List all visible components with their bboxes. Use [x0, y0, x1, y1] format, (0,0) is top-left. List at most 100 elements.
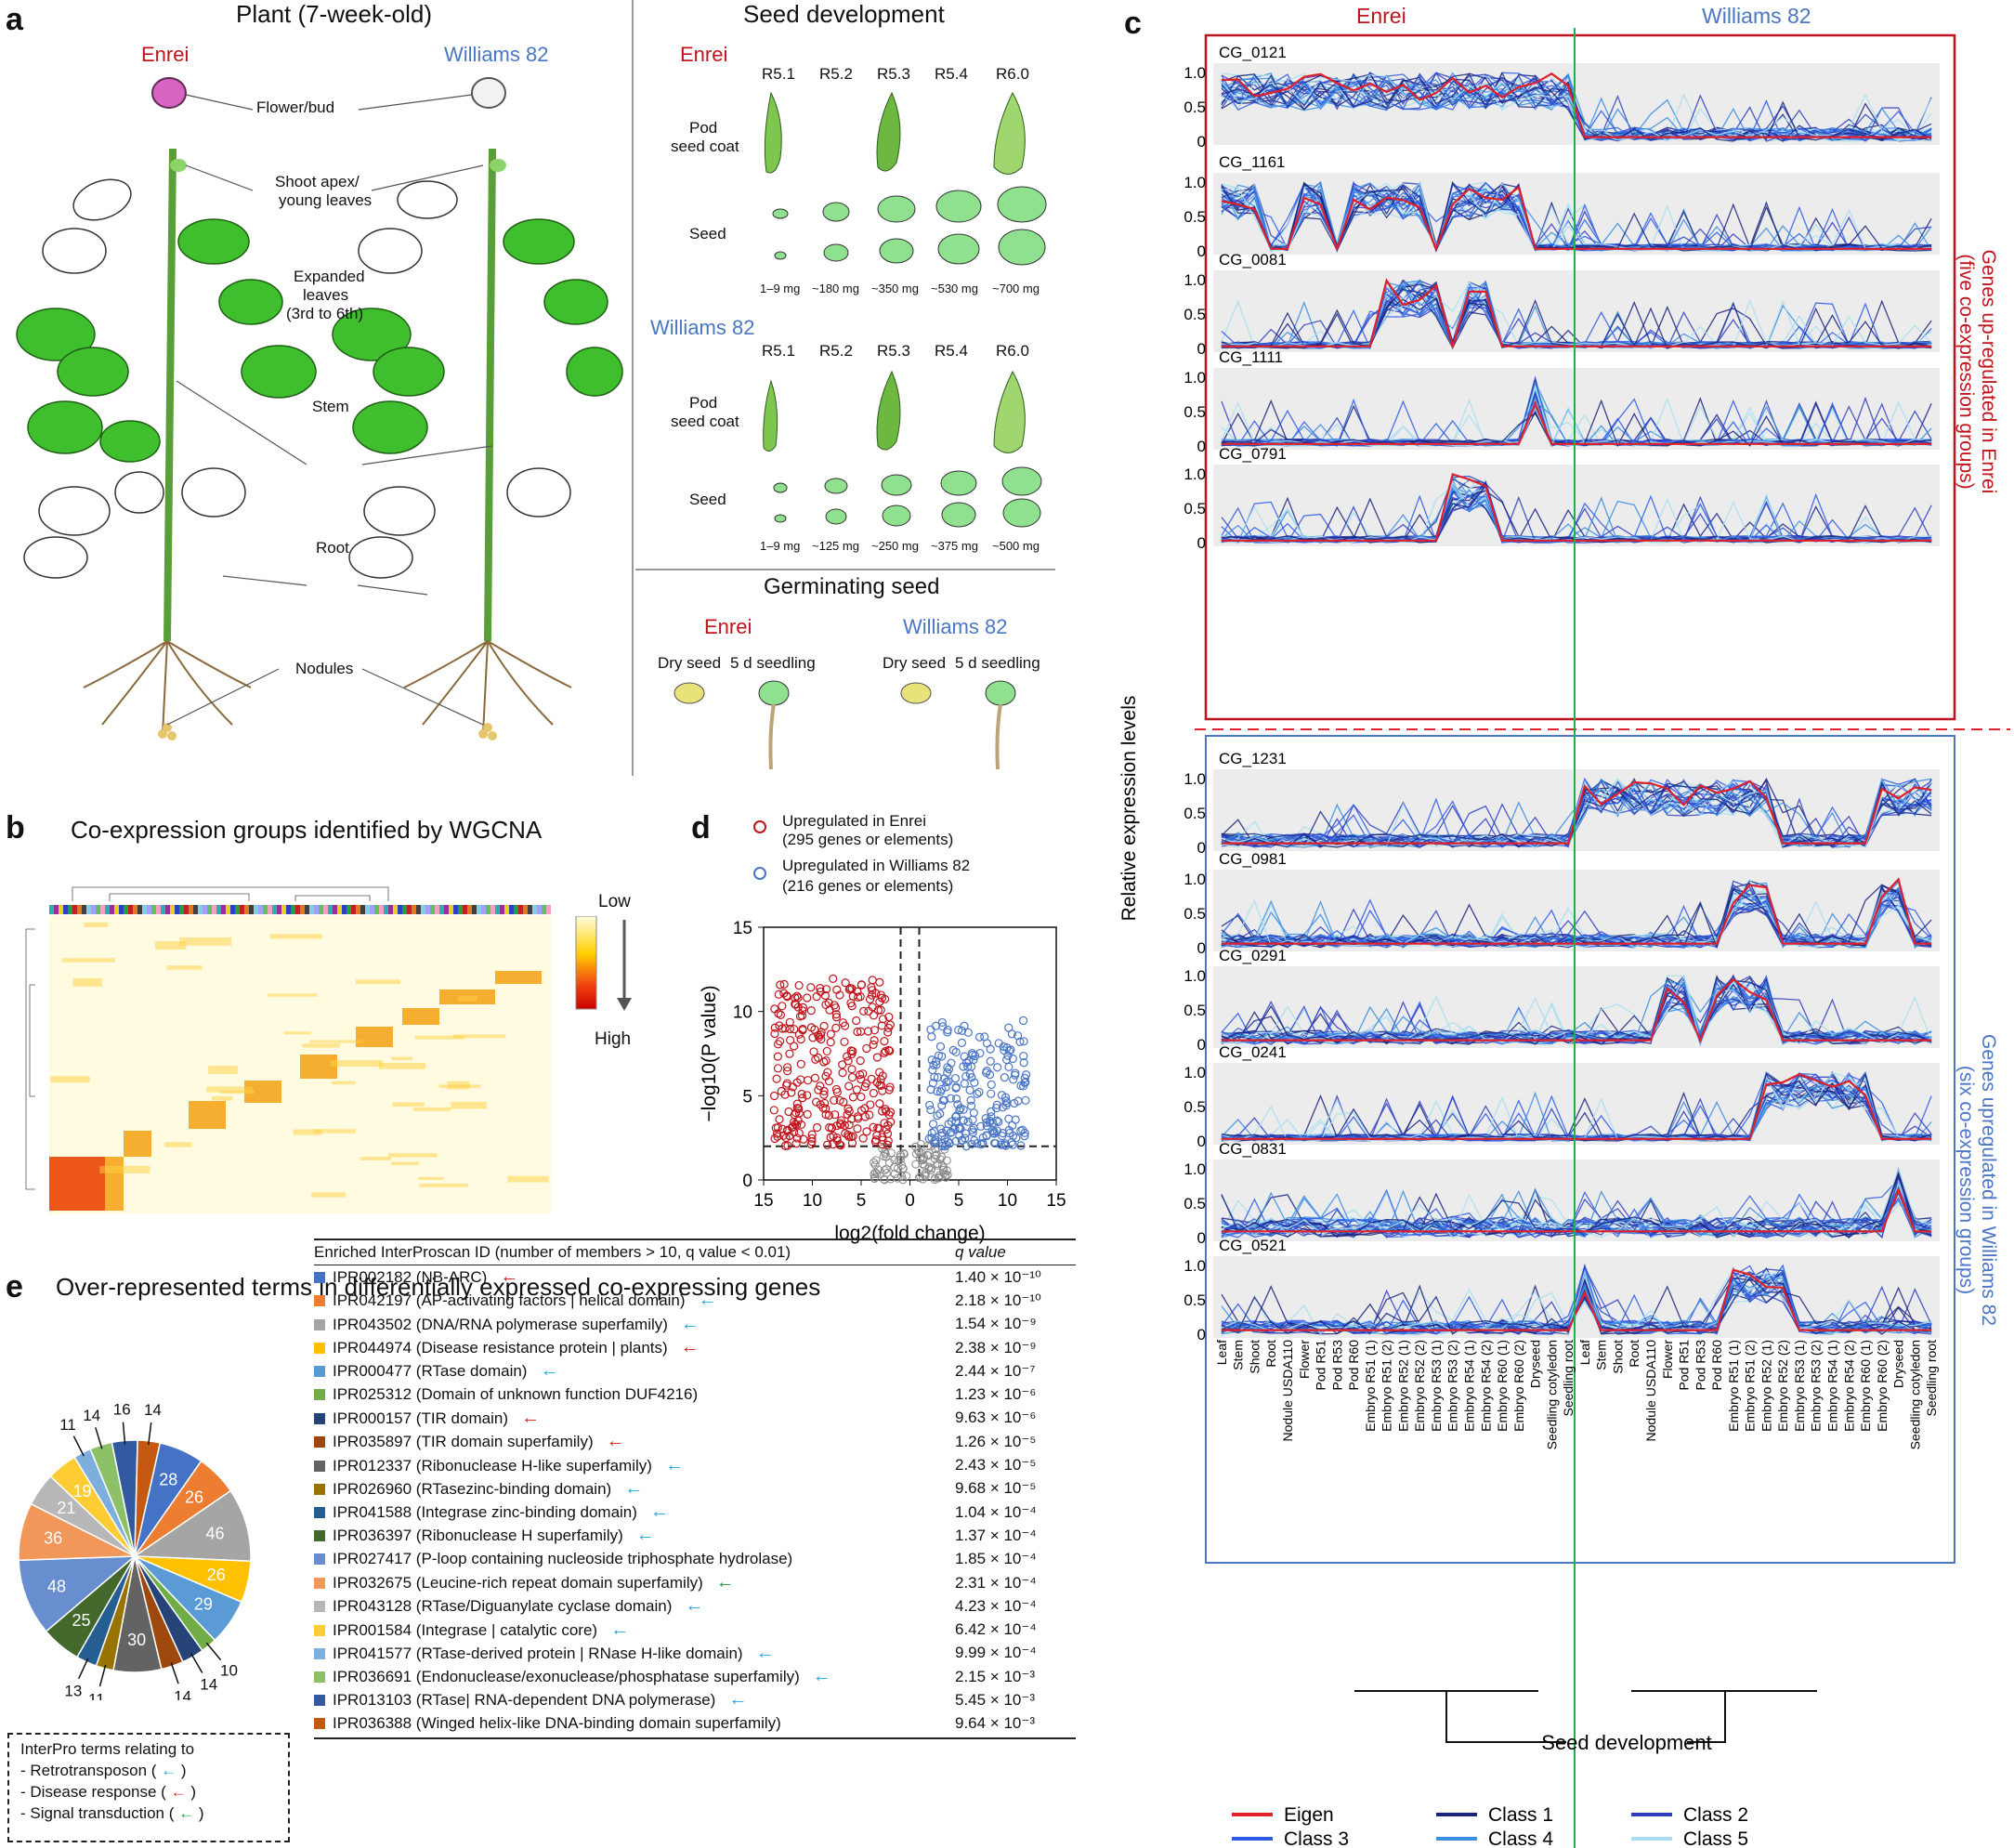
seedling-williams: 5 d seedling	[955, 654, 1040, 672]
module-color-cell	[495, 905, 500, 914]
q-value: 1.04 × 10⁻⁴	[955, 1502, 1037, 1521]
point-ns	[937, 1152, 947, 1161]
y-tick-label: 1.0	[1184, 64, 1206, 82]
arrow-left-icon: ←	[624, 1477, 644, 1499]
point-williams	[958, 1135, 967, 1145]
point-williams	[963, 1062, 973, 1071]
eigen-line	[1221, 1268, 1932, 1331]
module-color-cell	[388, 905, 393, 914]
pie-value-label: 26	[207, 1566, 226, 1584]
module-color-cell	[305, 905, 309, 914]
point-enrei	[831, 1084, 842, 1094]
point-williams	[974, 1087, 984, 1097]
correlation-band	[50, 1076, 90, 1083]
point-enrei	[844, 985, 854, 994]
term-label: IPR002182 (NB-ARC)	[333, 1268, 488, 1287]
pie-leader	[95, 1427, 103, 1449]
point-enrei	[830, 1095, 839, 1105]
module-color-cell	[509, 905, 514, 914]
x-tick-label: Nodule USDA110	[1280, 1340, 1295, 1442]
germ-enrei-label: Enrei	[704, 615, 752, 638]
point-enrei	[821, 1000, 830, 1010]
expression-line	[1221, 1173, 1932, 1239]
term-swatch	[314, 1718, 325, 1730]
module-color-cell	[235, 905, 240, 914]
arrow-left-icon: ←	[812, 1666, 831, 1687]
point-enrei	[841, 978, 850, 988]
point-williams	[974, 1032, 985, 1042]
term-swatch	[314, 1578, 325, 1589]
module-block	[124, 1131, 151, 1157]
arrow-left-icon: ←	[170, 1783, 187, 1801]
point-enrei	[782, 991, 791, 1001]
module-color-cell	[203, 905, 207, 914]
term-cell: IPR041588 (Integrase zinc-binding domain…	[314, 1501, 955, 1524]
correlation-band	[419, 1183, 468, 1187]
point-williams	[930, 1136, 939, 1147]
term-cell: IPR013103 (RTase| RNA-dependent DNA poly…	[314, 1688, 955, 1711]
eigen-line	[1221, 278, 1932, 350]
point-williams	[960, 1021, 969, 1030]
point-enrei	[884, 1110, 894, 1120]
point-ns	[937, 1160, 947, 1170]
module-color-cell	[328, 905, 333, 914]
x-tick-label: Embryo R51 (2)	[1743, 1340, 1758, 1432]
legend-signal-text: - Signal transduction (	[20, 1804, 175, 1822]
pie-value-label: 16	[113, 1401, 131, 1419]
module-color-cell	[179, 905, 184, 914]
module-color-cell	[96, 905, 100, 914]
q-value: 2.31 × 10⁻⁴	[955, 1573, 1037, 1592]
point-enrei	[848, 1046, 857, 1056]
term-label: IPR041588 (Integrase zinc-binding domain…	[333, 1503, 637, 1522]
panel-d-letter: d	[691, 810, 711, 845]
module-color-cell	[142, 905, 147, 914]
module-color-cell	[272, 905, 277, 914]
q-value: 9.64 × 10⁻³	[955, 1714, 1036, 1733]
correlation-band	[452, 1034, 506, 1039]
panel-a-letter: a	[6, 2, 23, 37]
point-williams	[956, 1104, 965, 1113]
pie-slice	[18, 1555, 137, 1632]
point-ns	[916, 1172, 925, 1181]
arrow-left-icon: ←	[606, 1431, 625, 1452]
group-label: CG_1111	[1219, 348, 1283, 366]
point-ns	[880, 1147, 889, 1157]
point-williams	[935, 1042, 946, 1051]
table-row: IPR035897 (TIR domain superfamily) ← 1.26 …	[314, 1430, 1076, 1453]
legend-retro: - Retrotransposon ( ← )	[20, 1760, 288, 1781]
point-enrei	[779, 979, 789, 989]
point-enrei	[831, 1023, 841, 1032]
eigen-line	[1221, 1186, 1932, 1233]
correlation-band	[378, 1062, 426, 1069]
point-enrei	[862, 1127, 871, 1136]
point-williams	[973, 1139, 982, 1148]
point-enrei	[803, 1076, 813, 1085]
pie-value-label: 11	[88, 1691, 105, 1700]
expression-line	[1221, 891, 1932, 949]
point-enrei	[773, 1064, 783, 1073]
williams-side-label-1: Genes upregulated in Williams 82	[1978, 1034, 1999, 1326]
pie-leader	[98, 1664, 107, 1687]
point-enrei	[788, 1082, 798, 1092]
point-enrei	[811, 1055, 820, 1064]
module-color-cell	[230, 905, 235, 914]
eigen-line	[1221, 1073, 1932, 1140]
eigen-line	[1221, 780, 1932, 845]
point-enrei	[780, 1024, 790, 1033]
table-row: IPR041577 (RTase-derived protein | RNase…	[314, 1642, 1076, 1665]
point-enrei	[791, 1139, 801, 1148]
term-swatch	[314, 1647, 325, 1659]
point-ns	[880, 1166, 889, 1175]
module-color-cell	[463, 905, 467, 914]
label-expanded-1: Expanded	[294, 268, 365, 285]
term-label: IPR036388 (Winged helix-like DNA-binding…	[333, 1714, 781, 1733]
pie-value-label: 14	[144, 1401, 162, 1419]
point-enrei	[819, 1057, 829, 1067]
point-williams	[954, 1025, 963, 1035]
group-panel: CG_0521 0 0.5 1.0	[1184, 1237, 1940, 1343]
x-tick-label: Embryo R51 (1)	[1726, 1340, 1741, 1432]
term-cell: IPR032675 (Leucine-rich repeat domain su…	[314, 1571, 955, 1594]
point-enrei	[875, 1099, 884, 1108]
point-williams	[937, 1139, 947, 1148]
term-swatch	[314, 1272, 325, 1284]
